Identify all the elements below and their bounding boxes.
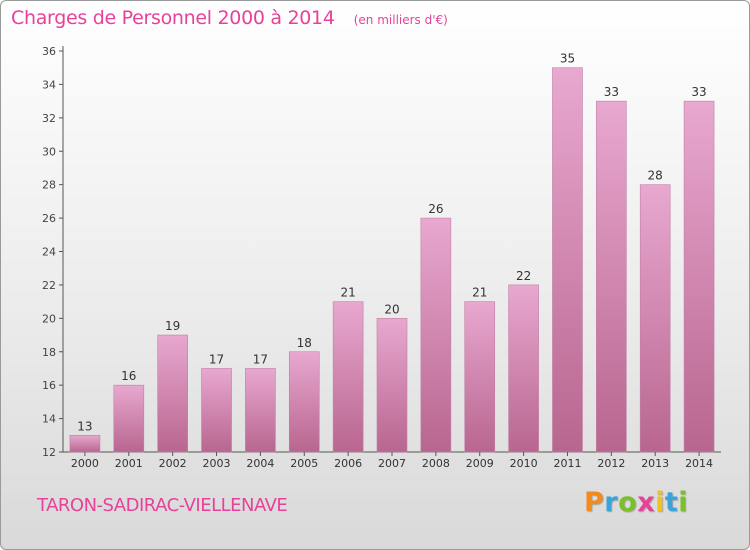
x-tick-label: 2012 — [597, 457, 625, 470]
y-tick-label: 26 — [42, 212, 56, 225]
y-tick-label: 22 — [42, 279, 56, 292]
y-tick-label: 24 — [42, 246, 56, 259]
bar — [157, 334, 188, 453]
x-tick-label: 2009 — [466, 457, 494, 470]
x-tick-label: 2002 — [159, 457, 187, 470]
x-tick-label: 2005 — [290, 457, 318, 470]
x-tick-label: 2000 — [71, 457, 99, 470]
y-tick-label: 14 — [42, 413, 56, 426]
bar — [552, 67, 583, 453]
bar-value-label: 22 — [516, 269, 531, 283]
bar — [376, 318, 408, 453]
x-tick-label: 2007 — [378, 457, 406, 470]
bar-value-label: 21 — [340, 286, 355, 300]
x-tick-label: 2011 — [553, 457, 581, 470]
bar — [201, 368, 232, 453]
x-tick-label: 2014 — [685, 457, 713, 470]
y-tick-label: 18 — [42, 346, 56, 359]
y-tick-label: 32 — [42, 112, 56, 125]
bar-value-label: 17 — [209, 352, 224, 366]
bar — [639, 184, 671, 453]
bar — [69, 434, 101, 453]
y-tick-label: 20 — [42, 312, 56, 325]
bar-value-label: 16 — [121, 369, 136, 383]
y-tick-label: 30 — [42, 145, 56, 158]
x-tick-label: 2006 — [334, 457, 362, 470]
bar-value-label: 13 — [77, 419, 92, 433]
bar-value-label: 18 — [297, 336, 312, 350]
bar — [596, 100, 627, 453]
y-tick-label: 36 — [42, 45, 56, 58]
logo-letter: P — [584, 487, 605, 518]
bar-value-label: 33 — [691, 85, 706, 99]
bar — [683, 100, 715, 453]
bar-value-label: 21 — [472, 286, 487, 300]
chart-title: Charges de Personnel 2000 à 2014 — [11, 7, 335, 29]
x-tick-label: 2010 — [510, 457, 538, 470]
title-row: Charges de Personnel 2000 à 2014 (en mil… — [11, 7, 448, 29]
bar — [288, 351, 320, 453]
x-tick-label: 2003 — [203, 457, 231, 470]
bar-value-label: 35 — [560, 52, 575, 66]
y-tick-label: 28 — [42, 179, 56, 192]
commune-name: TARON-SADIRAC-VIELLENAVE — [37, 495, 288, 516]
x-tick-label: 2013 — [641, 457, 669, 470]
x-tick-label: 2004 — [246, 457, 274, 470]
bar — [332, 301, 364, 453]
logo-letter: x — [637, 487, 656, 518]
x-tick-label: 2001 — [115, 457, 143, 470]
logo-letter: r — [604, 487, 619, 518]
bar — [245, 368, 276, 453]
bar — [464, 301, 496, 453]
logo-letter: i — [655, 487, 665, 518]
bar — [420, 217, 452, 453]
bar-value-label: 26 — [428, 202, 443, 216]
bar — [113, 384, 145, 453]
logo-letter: o — [618, 487, 638, 518]
bar-value-label: 17 — [253, 352, 268, 366]
logo-letter: i — [678, 487, 689, 518]
bar-value-label: 19 — [165, 319, 180, 333]
y-tick-label: 34 — [42, 78, 56, 91]
y-tick-label: 12 — [42, 446, 56, 459]
bar — [508, 284, 539, 453]
x-tick-label: 2008 — [422, 457, 450, 470]
logo-letter: t — [664, 487, 679, 518]
chart-subtitle: (en milliers d'€) — [353, 13, 448, 27]
bar-value-label: 28 — [648, 169, 663, 183]
y-tick-label: 16 — [42, 379, 56, 392]
proxiti-logo: Proxiti — [584, 487, 688, 518]
bar-value-label: 33 — [604, 85, 619, 99]
bar-value-label: 20 — [384, 302, 399, 316]
